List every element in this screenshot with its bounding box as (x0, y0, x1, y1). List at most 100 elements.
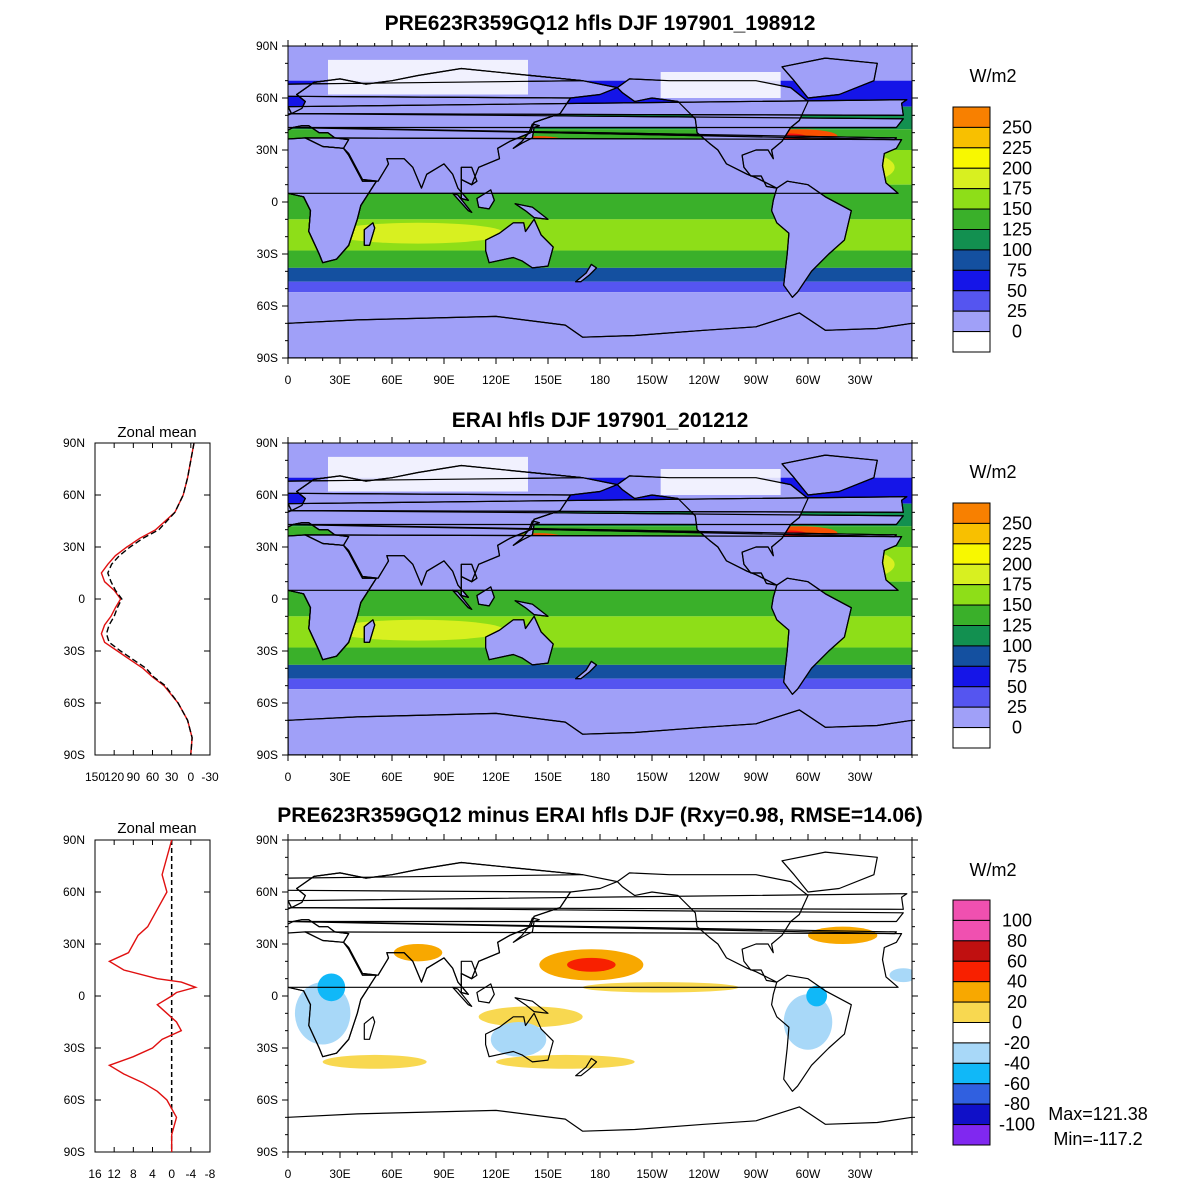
lat-label: 60N (256, 91, 278, 105)
colorbar-swatch (952, 522, 991, 545)
coast-0-samerica (771, 180, 852, 298)
colorbar-swatch (952, 229, 991, 251)
coast-1-indochina (460, 563, 478, 583)
s-pacific-green-1 (617, 618, 791, 643)
colorbar-swatch (952, 584, 991, 606)
colorbar-swatch (952, 249, 991, 271)
lon-label: 0 (285, 770, 292, 784)
zonal-lat-label: 30N (63, 937, 85, 951)
colorbar-label: -60 (1004, 1074, 1030, 1094)
zonal-lat-label: 90N (63, 436, 85, 450)
coast-1-madagascar (363, 619, 376, 643)
lon-label: 120E (482, 770, 510, 784)
colorbar-label: 150 (1002, 595, 1032, 615)
diff-gulf-orange (808, 926, 878, 944)
lon-label: 30W (848, 373, 873, 387)
lat-label: 90S (257, 351, 278, 365)
lat-label: 30S (257, 1041, 278, 1055)
lon-label: 30W (848, 1167, 873, 1181)
diff-coast-borneo (476, 983, 495, 1004)
lat-label: 90N (256, 833, 278, 847)
lat-label: 90S (257, 748, 278, 762)
coast-0-japan (512, 123, 540, 149)
diff-southern-pacific-yellow (495, 1054, 635, 1069)
coast-0-newguinea (514, 203, 549, 220)
s-indian-yellow-0 (331, 222, 505, 244)
colorbar-label: -40 (1004, 1053, 1030, 1073)
lon-label: 30E (329, 373, 350, 387)
lat-label: 60S (257, 1093, 278, 1107)
lon-label: 150E (534, 770, 562, 784)
zonal-x-label: 90 (127, 770, 141, 784)
lat-label: 30N (256, 143, 278, 157)
lon-label: 180 (590, 1167, 610, 1181)
lat-label: 60S (257, 696, 278, 710)
lon-label: 180 (590, 770, 610, 784)
colorbar-unit-reference: W/m2 (970, 462, 1017, 482)
colorbar-swatch (952, 331, 991, 353)
colorbar-swatch (952, 981, 991, 1003)
colorbar-swatch (952, 1083, 991, 1105)
diff-india-orange (393, 944, 443, 962)
difference-max-stat: Max=121.38 (1048, 1104, 1148, 1124)
zonal-lat-label: 90N (63, 833, 85, 847)
colorbar-swatch (952, 310, 991, 333)
map-axes-model: 90N 60N 30N 0 30S 60S 90S 0 30E 60E 90E 120E 150E 180… (256, 39, 918, 387)
colorbar-label: -100 (999, 1115, 1035, 1135)
s-pacific-green-0 (617, 221, 791, 246)
coast-1-australia (485, 615, 554, 666)
diff-coast-madagascar (363, 1016, 376, 1040)
lat-label: 0 (271, 195, 278, 209)
diff-coast-uk-wrap (288, 899, 293, 909)
diff-australia-blue (490, 1022, 547, 1057)
coast-1-uk (288, 496, 908, 513)
colorbar-swatch (952, 1124, 991, 1146)
zonal-x-label: -30 (201, 770, 219, 784)
colorbar-swatch (952, 502, 991, 524)
diff-coast-nz (575, 1057, 598, 1077)
lat-label: 60S (257, 299, 278, 313)
lat-label: 30N (256, 540, 278, 554)
colorbar-swatch (952, 1001, 991, 1023)
zonal-frame (94, 839, 211, 1153)
zonal-lat-label: 30N (63, 540, 85, 554)
diff-coast-japan (512, 917, 540, 943)
lon-label: 90W (744, 1167, 769, 1181)
diff-samerica-cyan (806, 985, 828, 1007)
colorbar-swatch (952, 686, 991, 708)
colorbar-label: 100 (1002, 910, 1032, 930)
colorbar-swatch (952, 645, 991, 667)
colorbar-label: 150 (1002, 199, 1032, 219)
lon-label: 120E (482, 373, 510, 387)
colorbar-label: 40 (1007, 972, 1027, 992)
lon-label: 120W (688, 1167, 720, 1181)
lon-label: 60E (381, 373, 402, 387)
colorbar-label: 200 (1002, 554, 1032, 574)
lat-label: 30S (257, 247, 278, 261)
lon-label: 0 (285, 373, 292, 387)
lon-label: 60W (796, 373, 821, 387)
lon-label: 150W (636, 770, 668, 784)
coast-1-uk-wrap (288, 502, 293, 512)
colorbar-swatch (952, 563, 991, 586)
lat-label: 0 (271, 592, 278, 606)
diff-coast-indochina (460, 960, 478, 980)
diff-australia-north-yellow (478, 1006, 583, 1028)
snow-eurasia-1 (328, 456, 528, 492)
zonal-title-reference: Zonal mean (117, 424, 196, 441)
zonal-lat-label: 30S (64, 1041, 85, 1055)
s-indian-yellow-1 (331, 619, 505, 641)
coast-1-greenland (781, 454, 878, 496)
colorbar-label: -80 (1004, 1094, 1030, 1114)
colorbar-label: 25 (1007, 301, 1027, 321)
map-difference (288, 840, 912, 1152)
map-model (288, 46, 912, 358)
lat-label: 30N (256, 937, 278, 951)
zonal-lat-label: 60N (63, 885, 85, 899)
zonal-lat-label: 0 (78, 592, 85, 606)
lon-label: 120W (688, 373, 720, 387)
colorbar-label: 0 (1012, 1013, 1022, 1033)
colorbar-label: 60 (1007, 951, 1027, 971)
